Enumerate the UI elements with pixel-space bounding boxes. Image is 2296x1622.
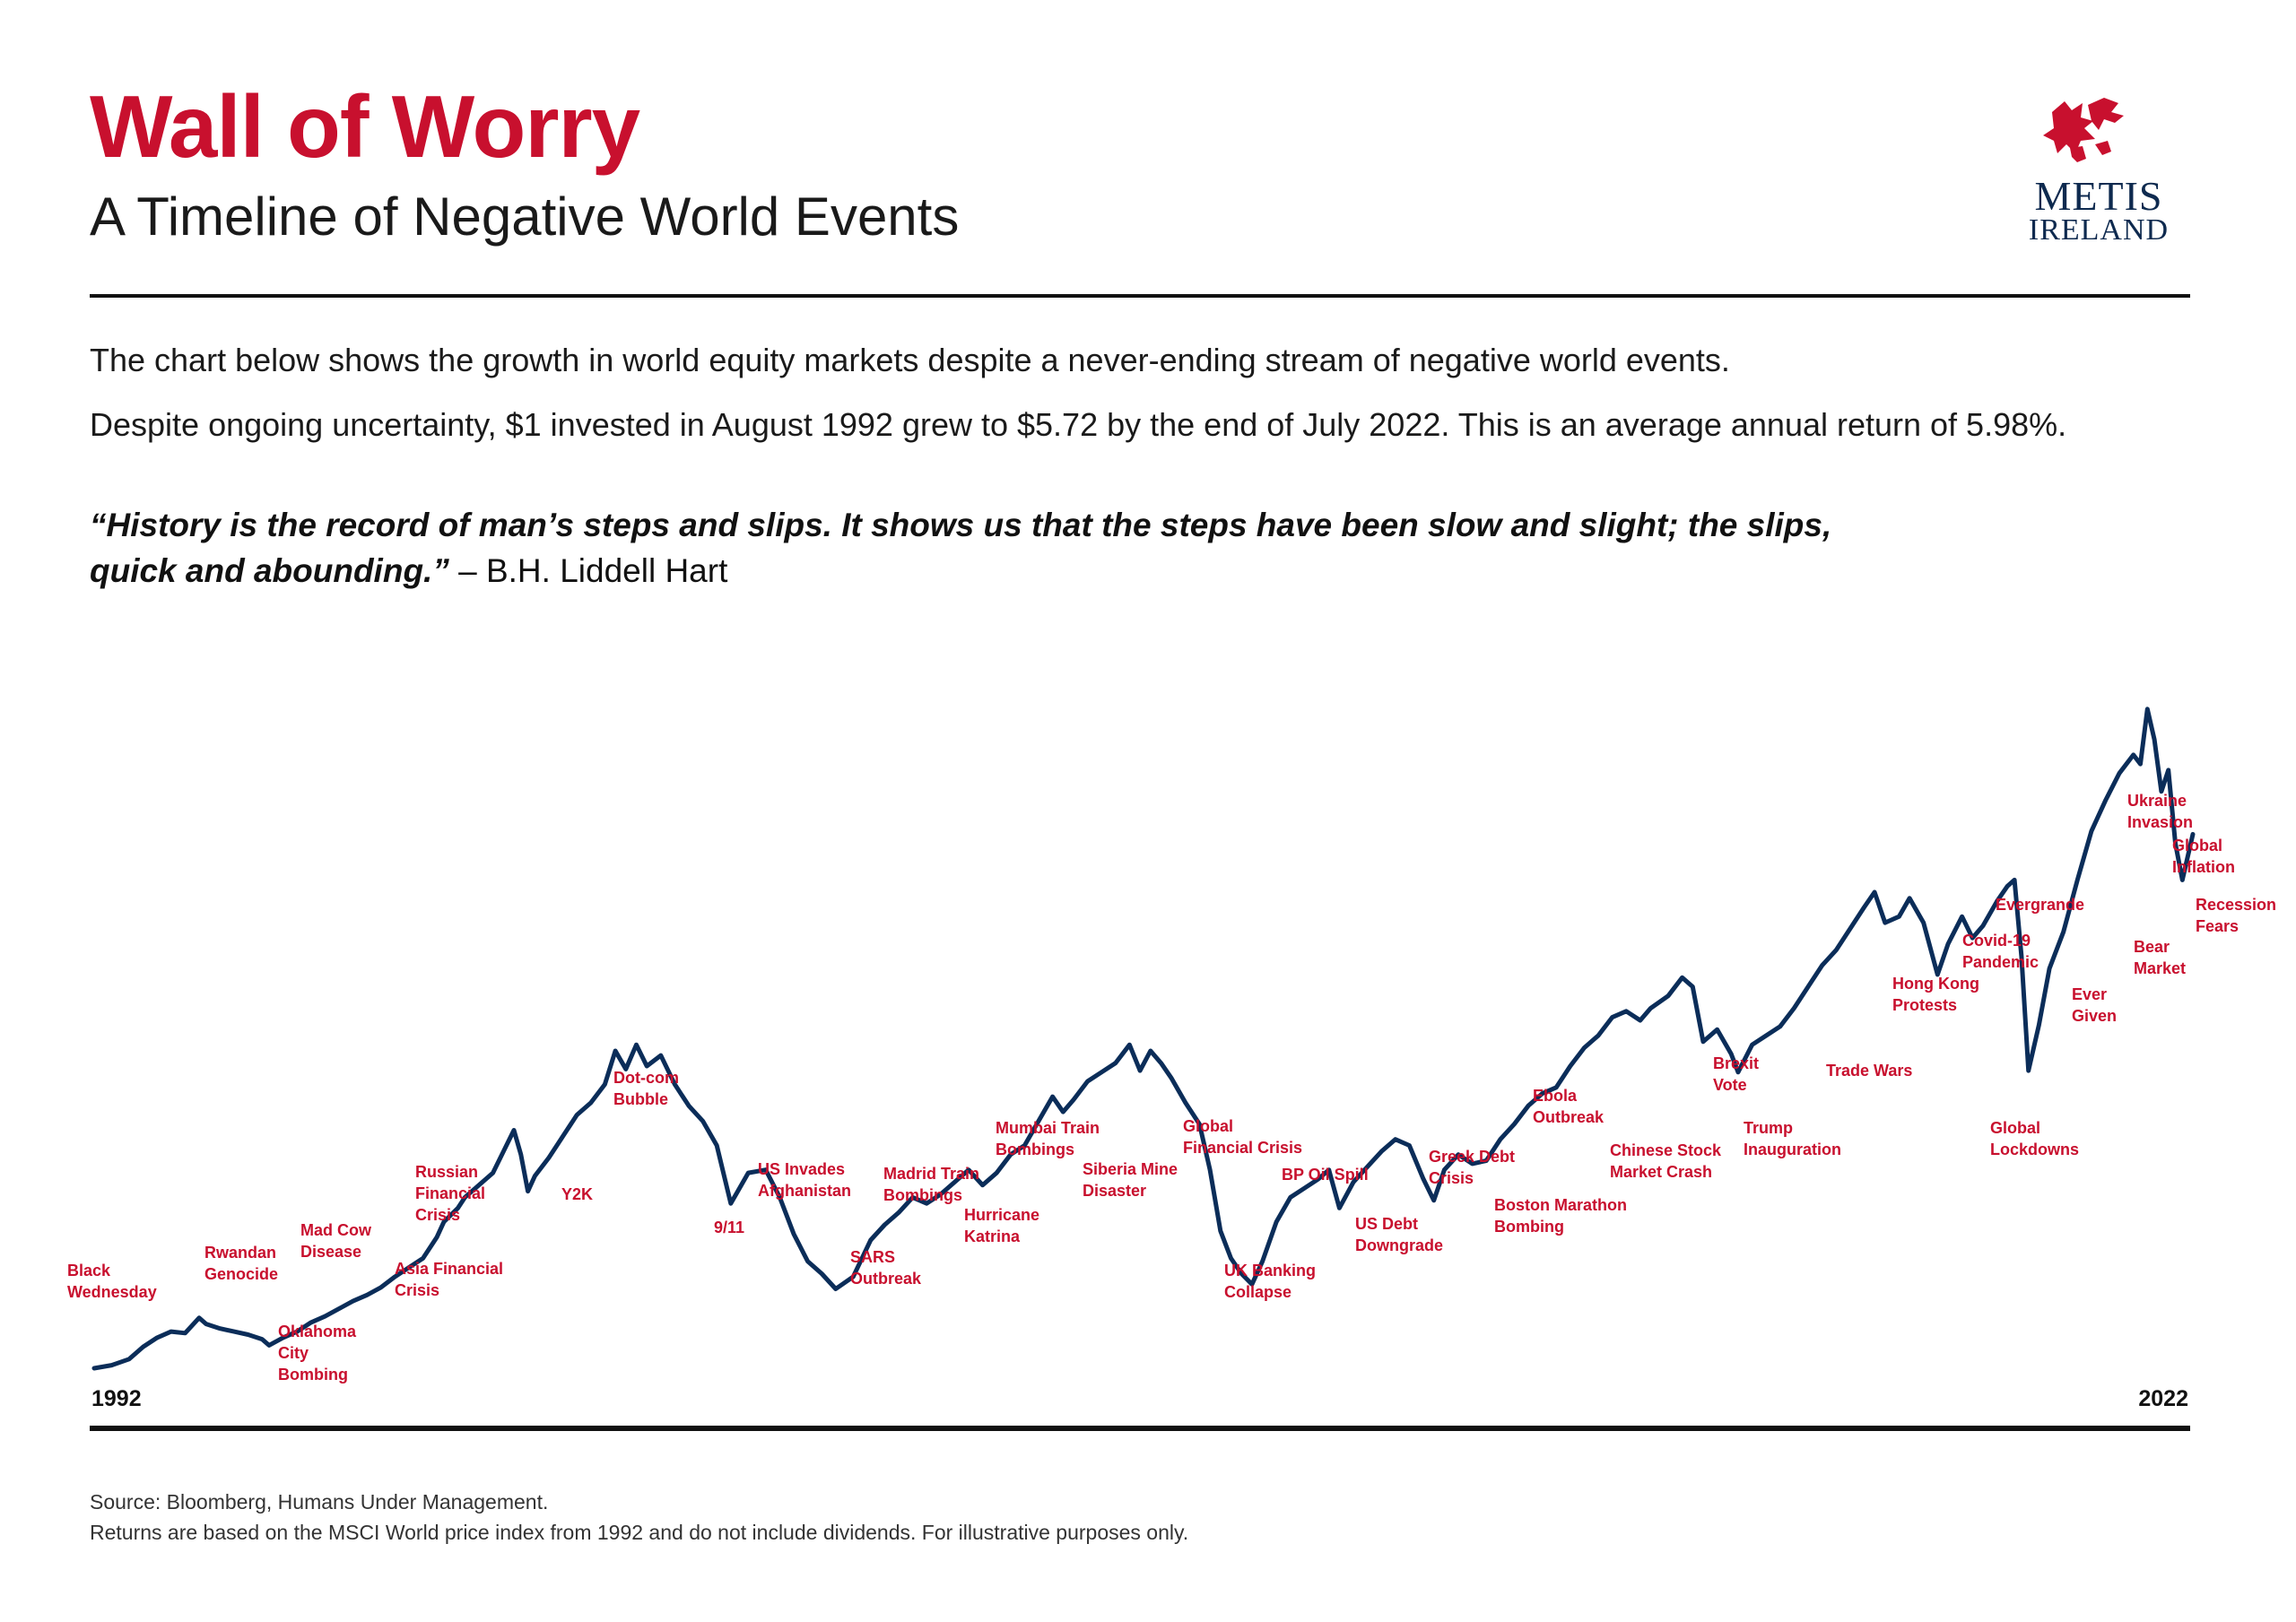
quote-text: “History is the record of man’s steps an… (90, 507, 1832, 589)
event-label-evergrande: Evergrande (1996, 896, 2084, 914)
event-label-boston-marathon-bombing: Boston Marathon Bombing (1494, 1196, 1627, 1236)
event-label-ukraine-invasion: Ukraine Invasion (2127, 792, 2193, 831)
event-label-siberia-mine-disaster: Siberia Mine Disaster (1083, 1160, 1178, 1200)
page-title: Wall of Worry (90, 77, 640, 176)
event-label-mad-cow-disease: Mad Cow Disease (300, 1221, 372, 1261)
event-label-y2k: Y2K (561, 1185, 593, 1203)
source-note: Source: Bloomberg, Humans Under Manageme… (90, 1490, 549, 1514)
event-label-sars-outbreak: SARS Outbreak (850, 1248, 922, 1288)
quote: “History is the record of man’s steps an… (90, 502, 1883, 594)
event-label-rwandan-genocide: Rwandan Genocide (204, 1244, 278, 1283)
event-label-dot-com-bubble: Dot-com Bubble (613, 1069, 679, 1108)
event-label-global-inflation: Global Inflation (2172, 837, 2235, 876)
equity-growth-chart: Black Wednesday Rwandan Genocide Oklahoma Cit… (67, 707, 2276, 1383)
logo-subname: IRELAND (2028, 213, 2170, 247)
event-label-global-lockdowns: Global Lockdowns (1990, 1119, 2079, 1158)
event-label-bear-market: Bear Market (2134, 938, 2186, 977)
event-label-brexit-vote: Brexit Vote (1713, 1054, 1759, 1094)
disclaimer-note: Returns are based on the MSCI World pric… (90, 1521, 1189, 1544)
event-label-hurricane-katrina: Hurricane Katrina (964, 1206, 1039, 1245)
event-label-uk-banking-collapse: UK Banking Collapse (1224, 1262, 1316, 1301)
event-label-bp-oil-spill: BP Oil Spill (1282, 1166, 1369, 1184)
header-divider (90, 294, 2190, 298)
event-label-chinese-stock-market-crash: Chinese Stock Market Crash (1610, 1141, 1722, 1181)
chart-baseline-rule (90, 1426, 2190, 1431)
page-subtitle: A Timeline of Negative World Events (90, 186, 960, 247)
event-label-oklahoma-city-bombing: Oklahoma City Bombing (278, 1323, 357, 1383)
logo-name: METIS (2034, 173, 2163, 219)
event-label-covid-19-pandemic: Covid-19 Pandemic (1962, 932, 2039, 971)
event-label-ebola-outbreak: Ebola Outbreak (1533, 1087, 1605, 1126)
x-tick-label-end: 2022 (2138, 1386, 2188, 1411)
quote-attribution: – B.H. Liddell Hart (448, 552, 728, 589)
event-label-trade-wars: Trade Wars (1826, 1062, 1912, 1080)
intro-line-2: Despite ongoing uncertainty, $1 invested… (90, 406, 2067, 443)
event-label-ever-given: Ever Given (2072, 985, 2117, 1025)
event-label-black-wednesday: Black Wednesday (67, 1262, 157, 1301)
event-label-hong-kong-protests: Hong Kong Protests (1892, 975, 1979, 1014)
event-label-asia-financial-crisis: Asia Financial Crisis (395, 1260, 503, 1299)
event-label-us-invades-afghanistan: US Invades Afghanistan (758, 1160, 851, 1200)
event-label-9-11: 9/11 (714, 1219, 744, 1236)
event-label-trump-inauguration: Trump Inauguration (1744, 1119, 1841, 1158)
series-line-0 (91, 707, 2196, 1371)
rearing-horse-logo-icon (2043, 98, 2124, 162)
intro-line-1: The chart below shows the growth in worl… (90, 342, 1730, 378)
event-label-greek-debt-crisis: Greek Debt Crisis (1429, 1148, 1515, 1187)
x-tick-label-start: 1992 (91, 1386, 142, 1411)
event-label-global-financial-crisis: Global Financial Crisis (1183, 1117, 1302, 1157)
event-label-russian-financial-crisis: Russian Financial Crisis (415, 1163, 485, 1224)
event-label-mumbai-train-bombings: Mumbai Train Bombings (996, 1119, 1100, 1158)
event-label-us-debt-downgrade: US Debt Downgrade (1355, 1215, 1443, 1254)
event-label-madrid-train-bombings: Madrid Train Bombings (883, 1165, 979, 1204)
event-label-recession-fears: Recession Fears (2196, 896, 2276, 935)
